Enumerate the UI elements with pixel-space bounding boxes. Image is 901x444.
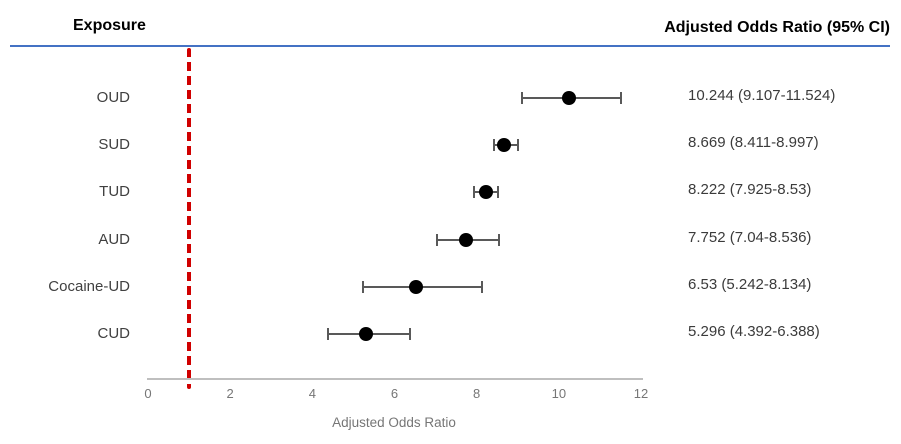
ci-cap-high <box>497 186 500 199</box>
ci-cap-high <box>481 280 484 293</box>
odds-ratio-marker <box>561 91 576 105</box>
odds-ratio-marker <box>478 185 493 200</box>
row-label: OUD <box>96 89 130 106</box>
ci-cap-low <box>327 328 330 340</box>
ci-cap-high <box>409 328 412 340</box>
x-tick-label: 0 <box>144 386 152 401</box>
x-tick-label: 6 <box>390 386 399 401</box>
exposure-column-header: Exposure <box>73 17 146 34</box>
odds-ratio-value: 5.296 (4.392-6.388) <box>688 323 820 340</box>
odds-ratio-value: 7.752 (7.04-8.536) <box>688 228 812 246</box>
or-column-header: Adjusted Odds Ratio (95% CI) <box>664 19 890 36</box>
header-divider <box>10 45 890 47</box>
row-label: SUD <box>98 136 130 154</box>
ci-cap-high <box>516 139 519 152</box>
odds-ratio-value: 10.244 (9.107-11.524) <box>688 87 836 104</box>
x-tick-label: 10 <box>551 386 567 401</box>
ci-cap-low <box>521 92 524 104</box>
row-label: AUD <box>98 230 130 248</box>
x-tick-label: 8 <box>473 386 481 401</box>
ci-cap-low <box>436 233 439 246</box>
ci-cap-low <box>492 139 495 152</box>
odds-ratio-marker <box>459 232 474 247</box>
row-label: TUD <box>99 183 130 201</box>
odds-ratio-value: 8.222 (7.925-8.53) <box>688 181 812 199</box>
x-axis-line <box>147 378 643 380</box>
x-tick-label: 2 <box>226 386 234 401</box>
odds-ratio-marker <box>497 138 512 153</box>
ci-cap-low <box>362 280 365 293</box>
odds-ratio-marker <box>358 327 373 341</box>
ci-cap-high <box>620 92 623 104</box>
odds-ratio-marker <box>409 279 424 294</box>
row-label: CUD <box>97 325 131 342</box>
ci-cap-low <box>472 186 475 199</box>
ci-cap-high <box>497 233 500 246</box>
odds-ratio-value: 6.53 (5.242-8.134) <box>688 275 812 293</box>
x-tick-label: 4 <box>308 386 316 401</box>
row-label: Cocaine-UD <box>48 277 130 295</box>
x-tick-label: 12 <box>633 386 649 401</box>
x-axis-title: Adjusted Odds Ratio <box>332 415 456 430</box>
odds-ratio-value: 8.669 (8.411-8.997) <box>688 134 819 152</box>
reference-line <box>187 48 192 389</box>
